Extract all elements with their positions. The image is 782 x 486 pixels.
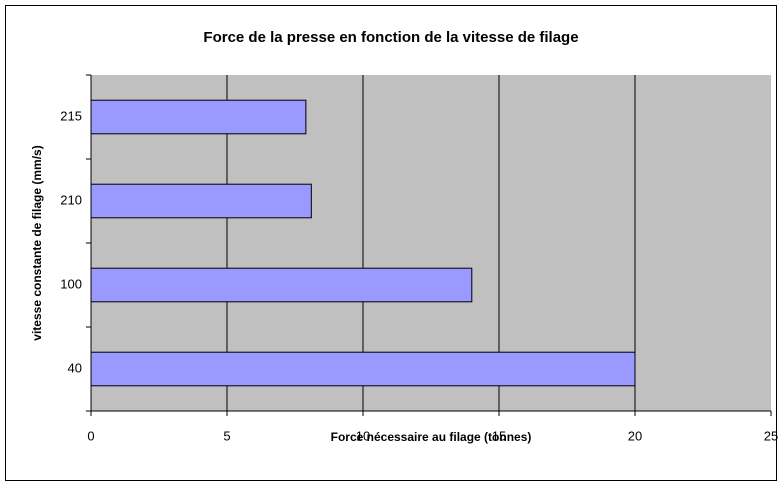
bar	[90, 351, 636, 387]
bar	[90, 183, 312, 219]
x-tick-label: 0	[87, 428, 94, 443]
y-tick-label: 40	[68, 360, 82, 375]
x-tick-label: 15	[492, 428, 506, 443]
x-axis-label: Force nécessaire au filage (tonnes)	[331, 430, 532, 444]
x-tick-label: 5	[223, 428, 230, 443]
y-tick-label: 210	[60, 192, 82, 207]
x-tick-label: 10	[356, 428, 370, 443]
y-axis-label: vitesse constante de filage (mm/s)	[30, 145, 44, 340]
bar	[90, 99, 307, 135]
x-tick-label: 25	[764, 428, 778, 443]
y-tick-label: 100	[60, 276, 82, 291]
bar	[90, 267, 473, 303]
x-tick-label: 20	[628, 428, 642, 443]
y-tick-label: 215	[60, 108, 82, 123]
chart-title: Force de la presse en fonction de la vit…	[203, 29, 578, 46]
